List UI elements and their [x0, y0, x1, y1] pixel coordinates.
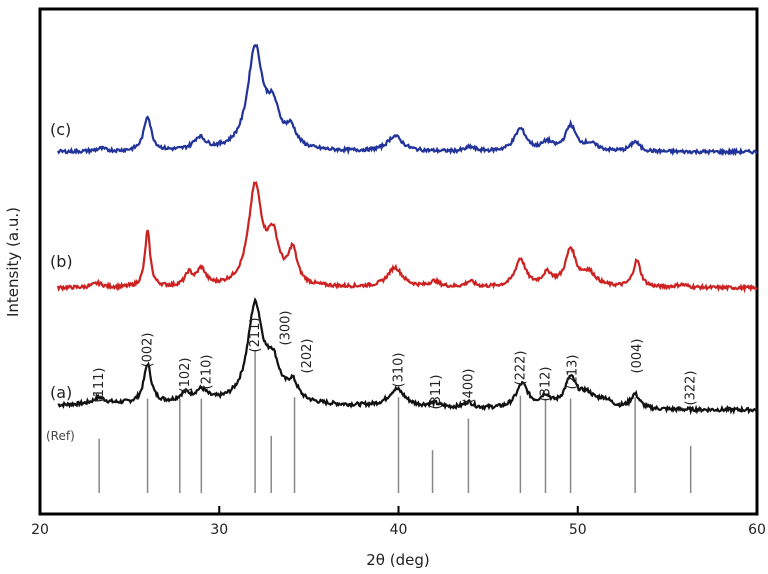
hkl-label: (210) — [200, 355, 215, 390]
hkl-label: (310) — [392, 353, 407, 388]
series-c-label: (c) — [50, 120, 71, 139]
hkl-label: (102) — [178, 358, 193, 393]
ref-label: (Ref) — [46, 429, 75, 443]
reference-lines: (Ref) — [46, 350, 692, 493]
hkl-label: (312) — [539, 367, 554, 402]
series-group — [56, 43, 758, 416]
series-b-line — [56, 180, 758, 294]
x-tick-label: 50 — [569, 522, 587, 538]
hkl-label: (002) — [141, 333, 156, 368]
label-group: (a) (b) (c) (111) (002) (102) (210) (211) (300) (… — [50, 120, 699, 409]
hkl-label: (222) — [513, 351, 528, 386]
y-axis-title: Intensity (a.u.) — [4, 207, 22, 317]
x-tick-label: 60 — [748, 522, 766, 538]
hkl-label: (311) — [429, 375, 444, 410]
series-a-label: (a) — [50, 383, 72, 402]
x-axis-title: 2θ (deg) — [366, 551, 429, 569]
hkl-label: (202) — [300, 339, 315, 374]
series-c-line — [56, 43, 758, 157]
hkl-label: (211) — [248, 318, 263, 353]
x-tick-label: 40 — [390, 522, 408, 538]
x-tick-label: 30 — [210, 522, 228, 538]
hkl-label: (213) — [565, 355, 580, 390]
x-axis: 20 30 40 50 60 — [31, 506, 766, 538]
series-a-line — [57, 297, 758, 416]
hkl-label: (004) — [630, 339, 645, 374]
hkl-label: (111) — [92, 368, 107, 403]
hkl-label: (400) — [461, 369, 476, 404]
hkl-label: (300) — [279, 311, 294, 346]
x-tick-label: 20 — [31, 522, 49, 538]
hkl-label: (322) — [684, 371, 699, 406]
series-b-label: (b) — [50, 252, 73, 271]
